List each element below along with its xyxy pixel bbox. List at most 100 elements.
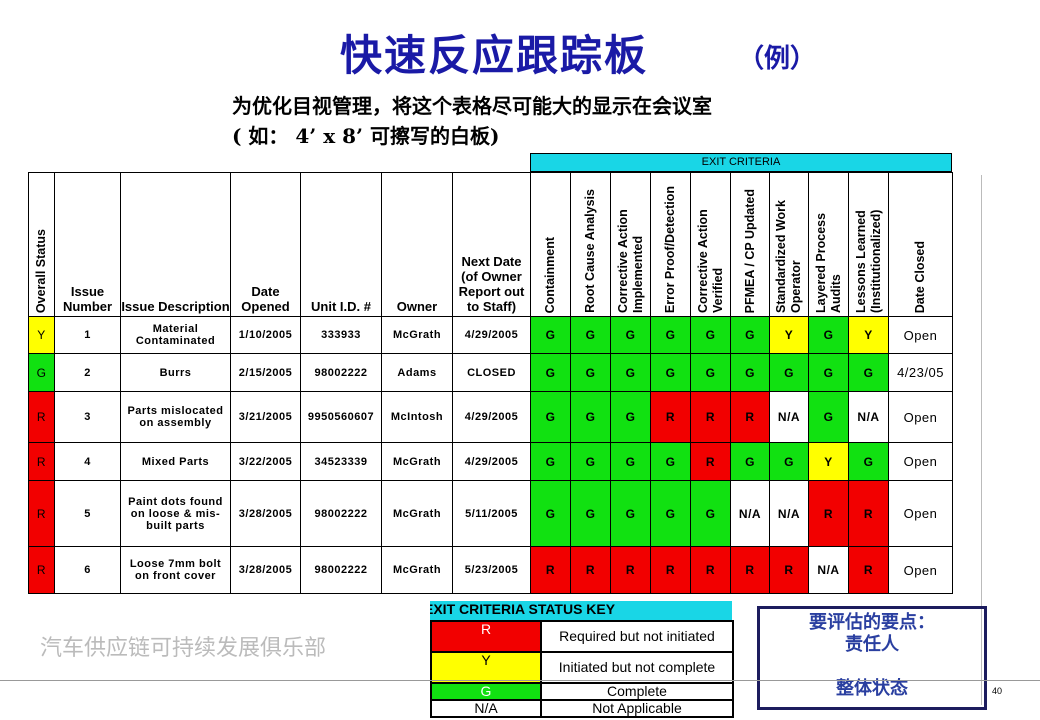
status-cell: R — [28, 442, 55, 481]
exit-criteria-cell: G — [690, 480, 731, 547]
exit-criteria-cell: Y — [808, 442, 849, 481]
table-row: R 4 Mixed Parts 3/22/2005 34523339 McGrath 4/2… — [28, 442, 953, 481]
exit-criteria-cell: R — [690, 391, 731, 443]
exit-criteria-cell: Y — [769, 316, 809, 354]
page-title: 快速反应跟踪板 — [340, 31, 649, 80]
exit-criteria-cell: G — [808, 353, 849, 392]
exit-criteria-cell: N/A — [808, 546, 849, 594]
num-cell: 5 — [54, 480, 121, 547]
exit-criteria-cell: G — [769, 353, 809, 392]
exit-criteria-cell: R — [650, 546, 691, 594]
next-cell: CLOSED — [452, 353, 531, 392]
subtitle-line-2: ( 如： 4’ x 8’ 可擦写的白板) — [232, 124, 500, 148]
exit-criteria-cell: G — [769, 442, 809, 481]
owner-cell: McIntosh — [381, 391, 453, 443]
exit-criteria-cell: G — [610, 442, 651, 481]
column-header: Owner — [381, 172, 453, 317]
num-cell: 3 — [54, 391, 121, 443]
exit-criteria-cell: G — [530, 442, 571, 481]
column-header: Standardized Work Operator — [769, 172, 809, 317]
example-label: （例） — [738, 44, 817, 74]
exit-criteria-cell: G — [610, 316, 651, 354]
num-cell: 4 — [54, 442, 121, 481]
exit-criteria-cell: N/A — [769, 480, 809, 547]
status-cell: Y — [28, 316, 55, 354]
unit-cell: 333933 — [300, 316, 382, 354]
column-header: Lessons Learned (Institutionalized) — [848, 172, 889, 317]
column-header: Date Closed — [888, 172, 953, 317]
desc-cell: Burrs — [120, 353, 231, 392]
date-closed-cell: Open — [888, 391, 953, 443]
unit-cell: 98002222 — [300, 546, 382, 594]
exit-criteria-cell: G — [730, 442, 770, 481]
date-closed-cell: 4/23/05 — [888, 353, 953, 392]
exit-criteria-cell: G — [808, 391, 849, 443]
exit-criteria-cell: R — [690, 442, 731, 481]
exit-criteria-cell: N/A — [848, 391, 889, 443]
exit-criteria-cell: G — [570, 391, 611, 443]
exit-criteria-cell: G — [570, 480, 611, 547]
column-header: PFMEA / CP Updated — [730, 172, 770, 317]
status-cell: R — [28, 546, 55, 594]
exit-criteria-cell: R — [848, 546, 889, 594]
exit-criteria-cell: R — [530, 546, 571, 594]
column-header-label: PFMEA / CP Updated — [742, 188, 757, 313]
tracking-table: Overall Status Issue Number Issue Descript… — [28, 172, 953, 594]
date-closed-cell: Open — [888, 480, 953, 547]
unit-cell: 9950560607 — [300, 391, 382, 443]
column-header-label: Standardized Work Operator — [774, 200, 803, 313]
exit-criteria-cell: G — [650, 480, 691, 547]
owner-cell: McGrath — [381, 316, 453, 354]
column-header-label: Issue Number — [62, 284, 113, 314]
key-row: N/A Not Applicable — [430, 699, 734, 718]
column-header-label: Lessons Learned (Institutionalized) — [853, 209, 883, 313]
num-cell: 1 — [54, 316, 121, 354]
opened-cell: 3/28/2005 — [230, 480, 301, 547]
column-header: Corrective Action Implemented — [610, 172, 651, 317]
exit-criteria-cell: G — [650, 316, 691, 354]
desc-cell: Material Contaminated — [120, 316, 231, 354]
column-header-label: Date Closed — [913, 240, 927, 313]
num-cell: 2 — [54, 353, 121, 392]
desc-cell: Loose 7mm bolt on front cover — [120, 546, 231, 594]
column-header-label: Next Date (of Owner Report out to Staff) — [458, 254, 525, 314]
desc-cell: Parts mislocated on assembly — [120, 391, 231, 443]
exit-criteria-cell: R — [690, 546, 731, 594]
opened-cell: 3/22/2005 — [230, 442, 301, 481]
key-description: Not Applicable — [540, 699, 734, 718]
key-code: N/A — [430, 699, 542, 718]
exit-criteria-cell: N/A — [730, 480, 770, 547]
exit-criteria-cell: G — [730, 353, 770, 392]
exit-criteria-cell: G — [530, 480, 571, 547]
date-closed-cell: Open — [888, 316, 953, 354]
date-closed-cell: Open — [888, 442, 953, 481]
key-row: R Required but not initiated — [430, 620, 734, 653]
exit-criteria-cell: G — [570, 353, 611, 392]
exit-criteria-cell: R — [808, 480, 849, 547]
column-header: Error Proof/Detection — [650, 172, 691, 317]
unit-cell: 34523339 — [300, 442, 382, 481]
opened-cell: 3/28/2005 — [230, 546, 301, 594]
exit-criteria-cell: R — [730, 546, 770, 594]
num-cell: 6 — [54, 546, 121, 594]
table-row: G 2 Burrs 2/15/2005 98002222 Adams CLOSED G G G G G… — [28, 353, 953, 392]
unit-cell: 98002222 — [300, 353, 382, 392]
status-key-table: R Required but not initiated Y Initiated bu… — [430, 620, 734, 718]
exit-criteria-cell: G — [530, 316, 571, 354]
column-header: Root Cause Analysis — [570, 172, 611, 317]
date-closed-cell: Open — [888, 546, 953, 594]
opened-cell: 3/21/2005 — [230, 391, 301, 443]
table-row: R 3 Parts mislocated on assembly 3/21/2005 9… — [28, 391, 953, 443]
exit-criteria-cell: G — [848, 353, 889, 392]
exit-criteria-cell: G — [610, 353, 651, 392]
status-cell: G — [28, 353, 55, 392]
column-header-label: Date Opened — [241, 284, 290, 314]
unit-cell: 98002222 — [300, 480, 382, 547]
desc-cell: Mixed Parts — [120, 442, 231, 481]
exit-criteria-cell: G — [530, 391, 571, 443]
column-header-label: Unit I.D. # — [311, 299, 371, 314]
status-key-title: EXIT CRITERIA STATUS KEY — [430, 601, 732, 620]
next-cell: 4/29/2005 — [452, 316, 531, 354]
exit-criteria-cell: G — [570, 316, 611, 354]
footer-line — [0, 680, 1040, 681]
